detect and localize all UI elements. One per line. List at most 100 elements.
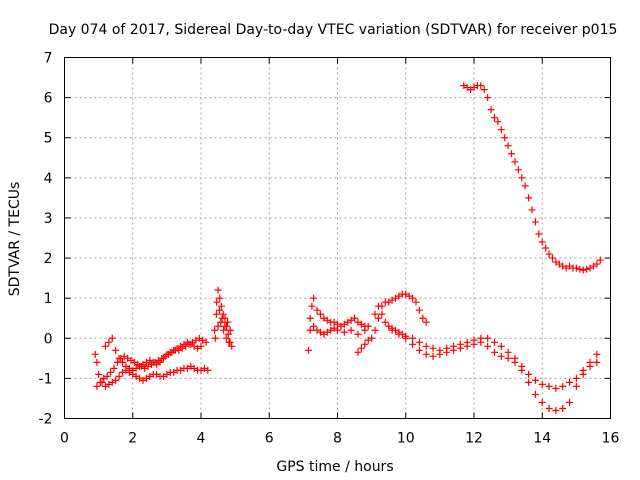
- data-point: [202, 338, 210, 346]
- y-tick-label: -2: [39, 412, 53, 428]
- data-point: [220, 326, 228, 334]
- data-point: [542, 244, 550, 252]
- data-point: [217, 302, 225, 310]
- data-point: [95, 370, 103, 378]
- data-point: [96, 378, 104, 386]
- data-point: [214, 322, 222, 330]
- data-point: [197, 342, 205, 350]
- data-point: [504, 142, 512, 150]
- x-tick-labels: 0 2 4 6 8 10 12 14 16: [60, 431, 619, 447]
- data-point: [531, 376, 539, 384]
- data-point: [402, 334, 410, 342]
- data-point: [518, 174, 526, 182]
- data-point: [484, 94, 492, 102]
- data-point: [572, 382, 580, 390]
- data-point: [497, 342, 505, 350]
- data-point: [525, 194, 533, 202]
- data-point: [463, 342, 471, 350]
- data-point: [105, 338, 113, 346]
- grid-lines: [64, 57, 611, 419]
- data-point: [586, 362, 594, 370]
- data-point: [228, 342, 236, 350]
- data-point: [559, 382, 567, 390]
- data-point: [316, 310, 324, 318]
- data-point: [477, 338, 485, 346]
- data-point: [470, 340, 478, 348]
- data-point: [364, 322, 372, 330]
- data-point: [388, 326, 396, 334]
- axis-ticks: [64, 57, 611, 419]
- data-point: [361, 340, 369, 348]
- data-point: [368, 334, 376, 342]
- data-point: [357, 344, 365, 352]
- data-point: [213, 298, 221, 306]
- data-point: [436, 350, 444, 358]
- data-point: [501, 134, 509, 142]
- y-tick-label: 0: [44, 331, 53, 347]
- data-point: [422, 318, 430, 326]
- data-point: [224, 318, 232, 326]
- data-point: [566, 398, 574, 406]
- data-point: [531, 218, 539, 226]
- data-point: [429, 344, 437, 352]
- data-point: [112, 376, 120, 384]
- data-point: [409, 294, 417, 302]
- data-point: [225, 338, 233, 346]
- y-tick-labels: -2 -1 0 1 2 3 4 5 6 7: [39, 51, 53, 428]
- data-point: [419, 314, 427, 322]
- data-point: [371, 310, 379, 318]
- data-point: [593, 260, 601, 268]
- data-point: [218, 314, 226, 322]
- series-track-d: [211, 286, 236, 350]
- data-point: [204, 366, 212, 374]
- data-point: [484, 342, 492, 350]
- data-point: [306, 326, 314, 334]
- data-point: [115, 372, 123, 380]
- data-point: [340, 328, 348, 336]
- data-point: [221, 322, 229, 330]
- data-point: [490, 114, 498, 122]
- series-track-h: [388, 326, 601, 414]
- data-point: [412, 298, 420, 306]
- y-tick-label: 6: [44, 91, 53, 107]
- data-point: [374, 302, 382, 310]
- data-point: [593, 358, 601, 366]
- data-point: [545, 404, 553, 412]
- series-track-e: [304, 294, 372, 354]
- data-point: [224, 330, 232, 338]
- data-point: [371, 326, 379, 334]
- data-point: [552, 406, 560, 414]
- data-point: [422, 342, 430, 350]
- x-tick-label: 10: [397, 431, 415, 447]
- data-point: [308, 302, 316, 310]
- data-point: [487, 106, 495, 114]
- data-point: [156, 358, 164, 366]
- series-track-i: [460, 82, 604, 274]
- data-point: [334, 326, 341, 334]
- data-point: [576, 265, 584, 273]
- data-point: [378, 310, 386, 318]
- data-point: [108, 334, 116, 342]
- data-point: [450, 346, 458, 354]
- data-point: [415, 306, 423, 314]
- data-point: [497, 126, 505, 134]
- data-point: [484, 334, 492, 342]
- data-point: [216, 294, 224, 302]
- data-point: [101, 342, 109, 350]
- data-point: [159, 354, 167, 362]
- y-tick-label: 1: [44, 291, 53, 307]
- data-point: [222, 334, 230, 342]
- data-point: [107, 368, 115, 376]
- x-tick-label: 6: [265, 431, 274, 447]
- data-point: [211, 326, 219, 334]
- data-point: [583, 265, 591, 273]
- data-point: [217, 318, 225, 326]
- y-tick-label: 7: [44, 51, 53, 67]
- data-point: [409, 334, 417, 342]
- data-point: [354, 330, 362, 338]
- y-tick-label: 5: [44, 131, 53, 147]
- data-point: [409, 340, 417, 348]
- data-point: [93, 358, 101, 366]
- data-point: [415, 338, 423, 346]
